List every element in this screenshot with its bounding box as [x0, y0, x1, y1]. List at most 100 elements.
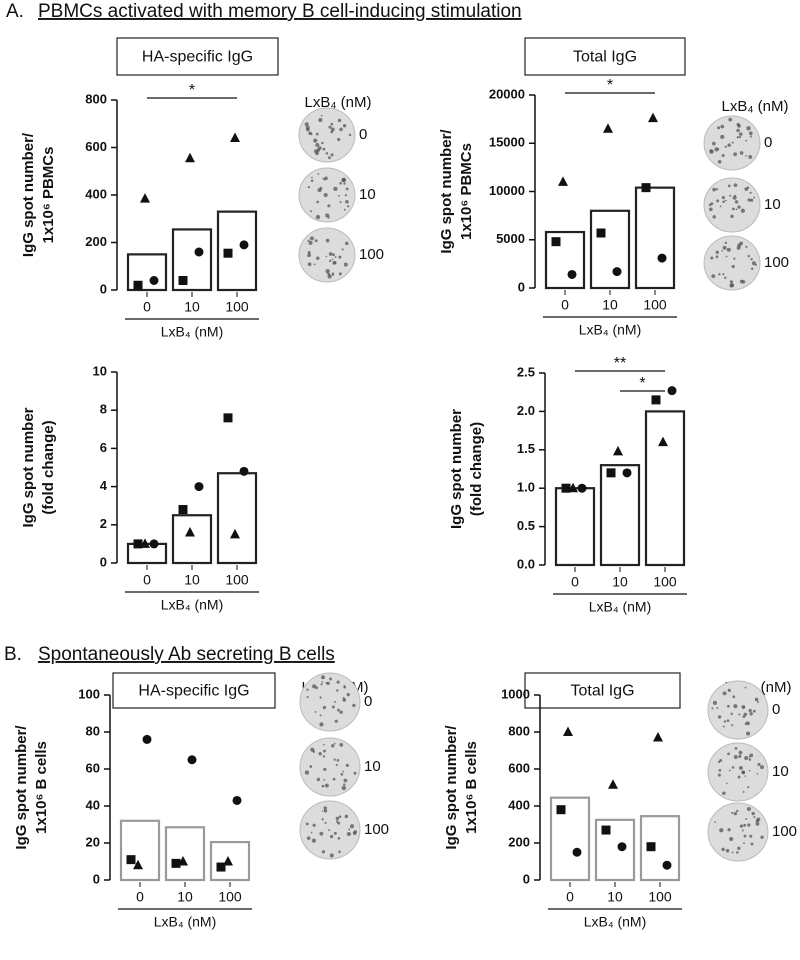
y-tick-label: 0 [93, 871, 100, 886]
elispot-spot [324, 783, 329, 788]
well-label: 10 [764, 196, 781, 213]
x-tick-label: 100 [643, 297, 667, 313]
elispot-spot [744, 686, 747, 689]
bar [544, 230, 586, 290]
elispot-spot [718, 273, 721, 276]
elispot-spot [729, 836, 734, 841]
point-square [133, 539, 143, 549]
significance-label: ** [614, 355, 626, 372]
elispot-spot [339, 201, 342, 204]
elispot-spot [739, 824, 744, 828]
elispot-spot [731, 851, 734, 854]
elispot-spot [736, 851, 739, 854]
point-circle [567, 269, 577, 279]
point-circle [617, 842, 627, 852]
x-tick-label: 10 [177, 889, 193, 905]
elispot-spot [746, 186, 750, 190]
point-circle [187, 755, 197, 765]
elispot-well [299, 737, 361, 797]
elispot-spot [724, 241, 728, 245]
elispot-spot [317, 173, 320, 175]
elispot-spot [323, 743, 325, 746]
elispot-spot [319, 696, 322, 699]
elispot-spot [727, 752, 730, 756]
elispot-spot [733, 811, 737, 816]
x-tick-label: 0 [566, 889, 574, 905]
elispot-spot [726, 704, 730, 708]
x-tick-label: 10 [184, 572, 200, 588]
point-circle [149, 276, 159, 285]
elispot-spot [328, 252, 333, 256]
elispot-spot [727, 184, 731, 188]
elispot-spot [735, 208, 738, 211]
y-tick-label: 2.5 [517, 364, 535, 379]
elispot-spot [320, 114, 323, 117]
elispot-spot [307, 239, 310, 242]
elispot-spot [321, 818, 324, 821]
elispot-spot [318, 752, 322, 756]
elispot-spot [712, 215, 716, 219]
bar [171, 514, 213, 565]
elispot-spot [717, 715, 722, 719]
title-box [116, 37, 279, 76]
elispot-spot [747, 823, 751, 827]
point-triangle [603, 123, 613, 133]
point-square [178, 505, 188, 515]
elispot-spot [308, 131, 312, 136]
elispot-spot [321, 850, 326, 854]
elispot-spot [732, 195, 737, 200]
x-axis-label: LxB₄ (nM) [584, 914, 647, 930]
elispot-spot [715, 255, 719, 259]
x-axis-label: LxB₄ (nM) [161, 597, 224, 613]
elispot-spot [328, 829, 331, 832]
elispot-spot [746, 126, 751, 131]
elispot-spot [346, 831, 351, 837]
point-triangle [613, 445, 623, 456]
elispot-spot [322, 705, 327, 710]
elispot-spot [739, 151, 744, 155]
point-square [133, 280, 143, 290]
elispot-spot [339, 710, 343, 714]
elispot-spot [308, 240, 313, 245]
elispot-spot [318, 117, 323, 123]
elispot-spot [743, 842, 745, 845]
elispot-spot [712, 700, 718, 705]
elispot-spot [329, 853, 334, 858]
point-circle [239, 240, 249, 250]
point-square [178, 276, 188, 285]
elispot-spot [344, 814, 349, 819]
elispot-spot [312, 751, 315, 754]
elispot-spot [305, 125, 310, 130]
elispot-spot [304, 770, 310, 775]
elispot-spot [730, 214, 734, 219]
elispot-spot [760, 765, 764, 770]
elispot-spot [316, 777, 321, 782]
elispot-spot [349, 824, 355, 829]
elispot-spot [336, 689, 339, 692]
x-tick-label: 100 [218, 889, 242, 905]
elispot-spot [756, 772, 759, 775]
elispot-spot [733, 183, 738, 188]
point-triangle [230, 132, 240, 142]
point-circle [657, 253, 667, 263]
y-tick-label: 1.0 [517, 480, 535, 495]
point-triangle [140, 538, 150, 548]
elispot-spot [743, 834, 747, 838]
elispot-spot [343, 778, 348, 783]
elispot-spot [741, 829, 744, 832]
y-axis-label: IgG spot number/ [13, 725, 30, 850]
elispot-spot [317, 146, 322, 151]
elispot-spot [728, 117, 733, 122]
elispot-spot [710, 256, 714, 260]
elispot-spot [331, 273, 335, 276]
elispot-spot [734, 194, 737, 197]
elispot-spot [748, 708, 752, 713]
section-title: Spontaneously Ab secreting B cells [38, 644, 335, 665]
elispot-spot [756, 817, 761, 822]
elispot-spot [338, 850, 341, 854]
elispot-spot [323, 767, 327, 771]
well-label: 100 [772, 823, 797, 840]
elispot-spot [307, 185, 311, 189]
point-triangle [558, 176, 568, 186]
